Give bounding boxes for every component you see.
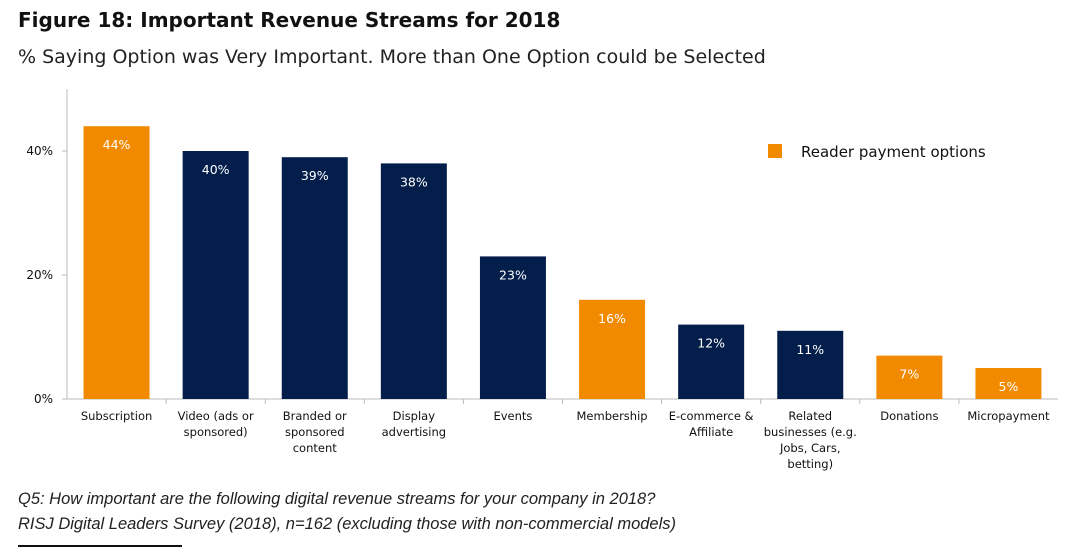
bar bbox=[380, 163, 447, 399]
legend-label: Reader payment options bbox=[801, 143, 986, 161]
footnote-source: RISJ Digital Leaders Survey (2018), n=16… bbox=[18, 515, 677, 533]
legend-swatch bbox=[768, 144, 782, 158]
x-category-label: Membership bbox=[577, 409, 648, 423]
bar bbox=[579, 299, 646, 399]
bar-data-label: 7% bbox=[899, 367, 919, 382]
x-category-label: betting) bbox=[787, 457, 833, 471]
x-category-label: Micropayment bbox=[967, 409, 1050, 423]
bar-data-label: 12% bbox=[697, 336, 725, 351]
x-category-label: businesses (e.g. bbox=[764, 425, 857, 439]
bar-data-label: 5% bbox=[999, 379, 1019, 394]
bar bbox=[777, 330, 844, 399]
y-tick-label: 0% bbox=[34, 392, 53, 406]
bar bbox=[182, 151, 249, 399]
bar bbox=[281, 157, 348, 399]
figure-subtitle: % Saying Option was Very Important. More… bbox=[18, 46, 766, 68]
figure-title: Figure 18: Important Revenue Streams for… bbox=[18, 8, 561, 32]
bar-data-label: 39% bbox=[301, 168, 329, 183]
bar bbox=[678, 324, 745, 399]
bar bbox=[479, 256, 546, 399]
x-category-label: content bbox=[293, 441, 338, 455]
bar-data-label: 40% bbox=[202, 162, 230, 177]
x-category-label: E-commerce & bbox=[669, 409, 754, 423]
bar bbox=[975, 368, 1042, 399]
y-tick-label: 40% bbox=[26, 144, 53, 158]
x-category-label: Jobs, Cars, bbox=[779, 441, 840, 455]
bar-data-label: 44% bbox=[103, 137, 131, 152]
x-category-label: Branded or bbox=[283, 409, 347, 423]
bar bbox=[83, 126, 150, 399]
x-category-label: Donations bbox=[880, 409, 938, 423]
footnote-rule bbox=[18, 545, 182, 547]
x-category-label: Affiliate bbox=[689, 425, 733, 439]
x-category-label: sponsored) bbox=[184, 425, 248, 439]
x-category-label: sponsored bbox=[285, 425, 345, 439]
bar bbox=[876, 355, 943, 399]
footnote-question: Q5: How important are the following digi… bbox=[18, 490, 656, 508]
bar-data-label: 38% bbox=[400, 174, 428, 189]
x-category-label: Events bbox=[493, 409, 532, 423]
x-category-label: Related bbox=[788, 409, 832, 423]
x-category-label: Display bbox=[393, 409, 436, 423]
y-tick-label: 20% bbox=[26, 268, 53, 282]
bar-data-label: 11% bbox=[796, 342, 824, 357]
x-category-label: advertising bbox=[382, 425, 446, 439]
x-category-label: Subscription bbox=[81, 409, 152, 423]
x-category-label: Video (ads or bbox=[178, 409, 254, 423]
bar-data-label: 16% bbox=[598, 311, 626, 326]
bar-data-label: 23% bbox=[499, 267, 527, 282]
